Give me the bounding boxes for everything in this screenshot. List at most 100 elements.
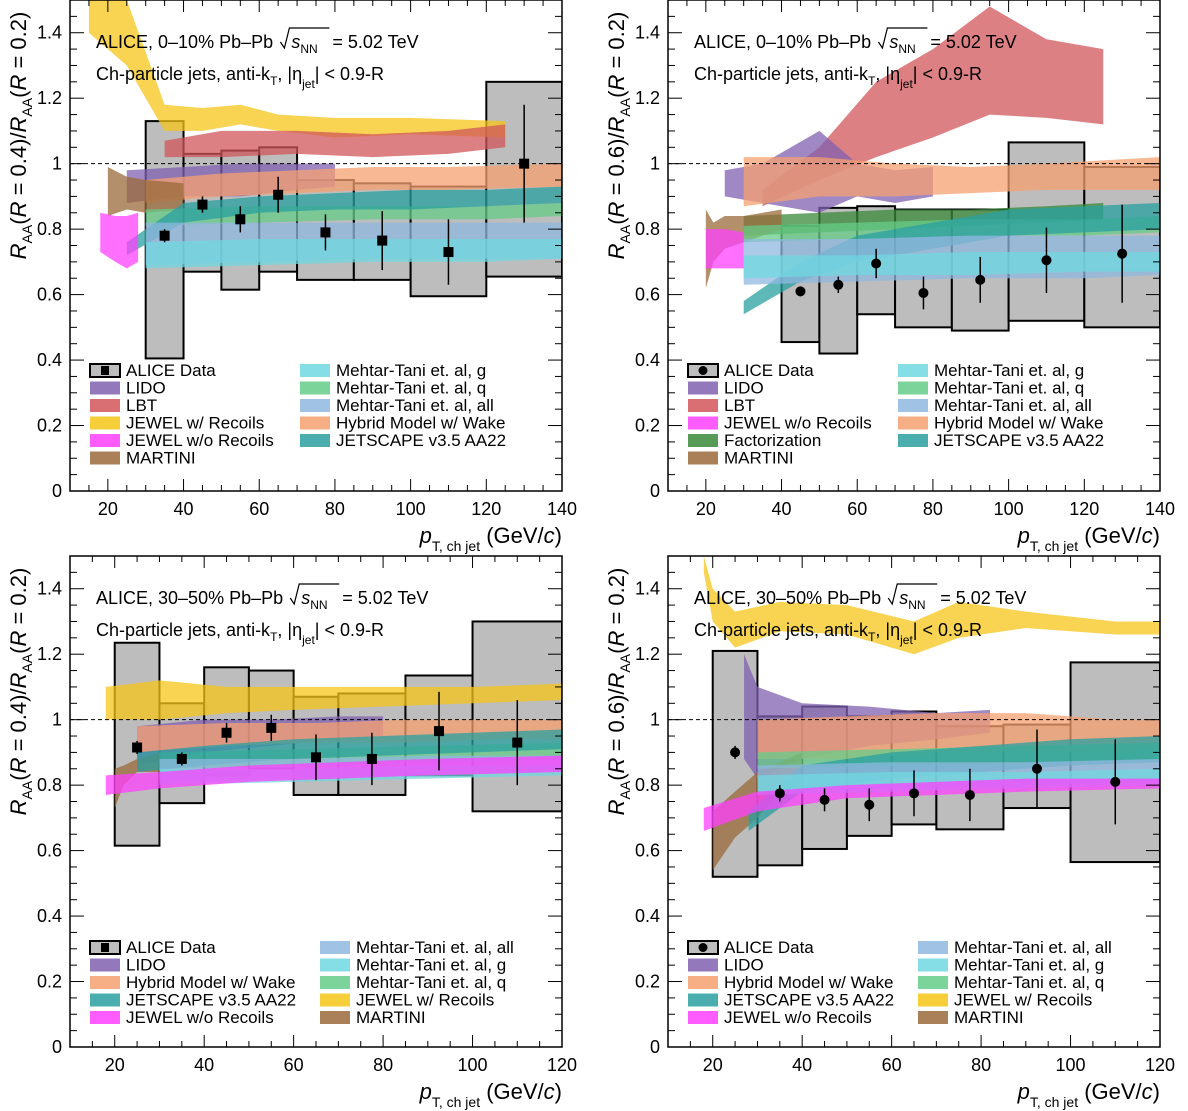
sqrt-sign — [877, 27, 928, 50]
data-point — [1041, 255, 1052, 266]
y-tick-label: 0.6 — [37, 285, 62, 305]
y-tick-label: 0.4 — [635, 350, 660, 370]
legend-label: Mehtar-Tani et. al, g — [954, 956, 1104, 975]
legend-swatch — [90, 1011, 120, 1024]
data-point — [320, 227, 331, 238]
legend-label: JEWEL w/o Recoils — [126, 431, 274, 450]
sqrt-sign — [887, 583, 938, 606]
legend-swatch — [898, 399, 928, 412]
data-point — [366, 753, 377, 764]
legend-label: Mehtar-Tani et. al, g — [934, 361, 1084, 380]
annotation-energy: = 5.02 TeV — [332, 32, 418, 52]
x-axis-label: pT, ch jet (GeV/c) — [1017, 523, 1160, 554]
legend-swatch — [320, 1011, 350, 1024]
legend-swatch — [688, 1011, 718, 1024]
legend-label: Mehtar-Tani et. al, q — [954, 973, 1104, 992]
legend-label: MARTINI — [356, 1008, 426, 1027]
legend-label: Mehtar-Tani et. al, all — [954, 938, 1112, 957]
data-point — [377, 235, 388, 246]
x-tick-label: 80 — [923, 499, 943, 519]
legend-swatch — [90, 381, 120, 395]
legend-label: Hybrid Model w/ Wake — [126, 973, 295, 992]
legend-label: ALICE Data — [724, 938, 814, 957]
data-point — [512, 737, 523, 748]
legend-swatch — [688, 958, 718, 972]
y-tick-label: 0.2 — [635, 416, 660, 436]
legend-swatch — [320, 993, 350, 1007]
legend-swatch — [300, 434, 330, 447]
data-point — [1110, 776, 1121, 787]
legend-label: JETSCAPE v3.5 AA22 — [126, 991, 296, 1010]
legend-swatch — [688, 416, 718, 430]
x-tick-label: 60 — [847, 499, 867, 519]
x-axis-label: pT, ch jet (GeV/c) — [1017, 1079, 1160, 1110]
y-tick-label: 0 — [650, 481, 660, 501]
legend-swatch — [90, 976, 120, 989]
y-tick-label: 1.2 — [635, 88, 660, 108]
y-tick-label: 0.8 — [37, 775, 62, 795]
y-axis-label: RAA(R = 0.6)/RAA(R = 0.2) — [604, 12, 633, 260]
y-tick-label: 0.6 — [635, 841, 660, 861]
model-band — [126, 186, 562, 256]
energy-symbol: sNN — [301, 588, 327, 612]
x-tick-label: 140 — [1145, 499, 1175, 519]
model-band — [748, 736, 1160, 831]
legend-swatch — [90, 416, 120, 430]
sqrt-sign — [289, 583, 340, 606]
legend-label: LIDO — [724, 379, 764, 398]
legend-swatch — [898, 364, 928, 377]
legend-label: ALICE Data — [126, 361, 216, 380]
legend-marker — [101, 943, 109, 952]
legend-label: LBT — [724, 396, 755, 415]
model-band — [743, 252, 1160, 279]
x-tick-label: 140 — [547, 499, 577, 519]
legend-swatch — [898, 381, 928, 395]
energy-symbol: sNN — [291, 32, 317, 56]
data-point — [819, 794, 830, 805]
annotation-jets: Ch-particle jets, anti-kT, |ηjet| < 0.9-… — [694, 620, 982, 647]
legend-label: Mehtar-Tani et. al, all — [934, 396, 1092, 415]
x-tick-label: 40 — [792, 1055, 812, 1075]
legend-label: Mehtar-Tani et. al, q — [934, 379, 1084, 398]
legend-swatch — [320, 941, 350, 954]
data-point — [918, 287, 929, 298]
data-point — [176, 753, 187, 764]
legend-swatch — [300, 399, 330, 412]
model-band — [743, 157, 1160, 207]
x-tick-label: 20 — [696, 499, 716, 519]
data-point — [311, 752, 321, 763]
legend-label: Mehtar-Tani et. al, g — [356, 956, 506, 975]
annotation-energy: = 5.02 TeV — [342, 588, 428, 608]
y-tick-label: 0.8 — [635, 219, 660, 239]
legend-label: JEWEL w/ Recoils — [126, 414, 264, 433]
legend-label: Hybrid Model w/ Wake — [724, 973, 893, 992]
y-axis-label: RAA(R = 0.6)/RAA(R = 0.2) — [604, 568, 633, 816]
legend-label: MARTINI — [724, 449, 794, 468]
y-tick-label: 1.4 — [37, 579, 62, 599]
x-tick-label: 120 — [547, 1055, 577, 1075]
model-band — [145, 163, 562, 203]
annotation-system: ALICE, 0–10% Pb–Pb — [96, 32, 273, 52]
legend-label: Mehtar-Tani et. al, all — [336, 396, 494, 415]
y-tick-label: 1 — [650, 154, 660, 174]
legend-label: LBT — [126, 396, 157, 415]
model-band — [703, 556, 1160, 655]
legend-swatch — [898, 434, 928, 447]
legend-swatch — [918, 976, 948, 989]
energy-symbol: sNN — [889, 32, 915, 56]
model-band — [88, 0, 506, 138]
data-point — [159, 230, 170, 241]
model-band — [743, 202, 1160, 315]
data-point — [774, 788, 785, 799]
legend-label: Mehtar-Tani et. al, g — [336, 361, 486, 380]
data-point — [273, 189, 284, 200]
legend-swatch — [90, 451, 120, 465]
legend-label: ALICE Data — [126, 938, 216, 957]
model-band — [107, 166, 184, 217]
x-tick-label: 60 — [882, 1055, 902, 1075]
legend-swatch — [320, 958, 350, 972]
data-point — [443, 247, 454, 258]
y-tick-label: 1.2 — [635, 644, 660, 664]
legend-label: JEWEL w/ Recoils — [954, 991, 1092, 1010]
legend-marker — [101, 366, 109, 375]
